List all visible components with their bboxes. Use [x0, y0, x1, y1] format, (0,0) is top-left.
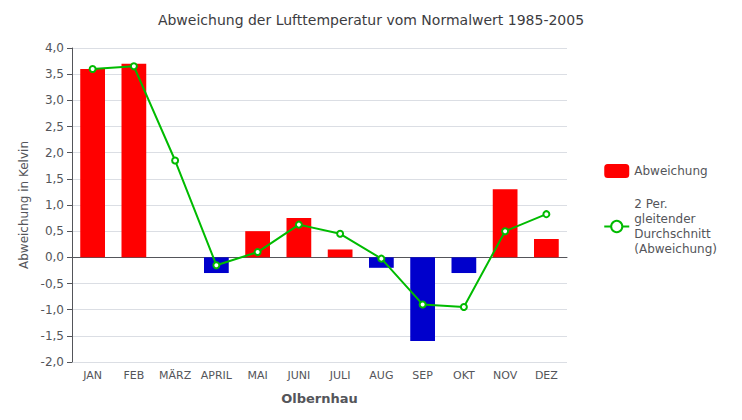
svg-text:JULI: JULI — [329, 369, 351, 382]
svg-text:2,5: 2,5 — [45, 120, 64, 134]
svg-text:OKT: OKT — [453, 369, 475, 382]
svg-text:Olbernhau: Olbernhau — [281, 391, 358, 406]
svg-text:SEP: SEP — [412, 369, 433, 382]
svg-text:Abweichung: Abweichung — [634, 164, 707, 178]
svg-text:Abweichung in Kelvin: Abweichung in Kelvin — [17, 141, 31, 269]
svg-text:NOV: NOV — [493, 369, 518, 382]
svg-text:0,0: 0,0 — [45, 250, 64, 264]
svg-text:gleitender: gleitender — [634, 212, 695, 226]
svg-text:-1,0: -1,0 — [41, 303, 64, 317]
svg-text:1,5: 1,5 — [45, 172, 64, 186]
svg-text:2,0: 2,0 — [45, 146, 64, 160]
svg-text:1,0: 1,0 — [45, 198, 64, 212]
svg-text:Durchschnitt: Durchschnitt — [634, 227, 711, 241]
svg-text:-2,0: -2,0 — [41, 355, 64, 369]
svg-text:3,5: 3,5 — [45, 67, 64, 81]
svg-text:-0,5: -0,5 — [41, 277, 64, 291]
svg-text:FEB: FEB — [123, 369, 144, 382]
svg-text:MAI: MAI — [247, 369, 267, 382]
svg-text:(Abweichung): (Abweichung) — [634, 242, 717, 256]
svg-text:Abweichung der Lufttemperatur: Abweichung der Lufttemperatur vom Normal… — [158, 12, 584, 28]
svg-text:4,0: 4,0 — [45, 41, 64, 55]
svg-text:JAN: JAN — [82, 369, 102, 382]
svg-text:2 Per.: 2 Per. — [634, 197, 667, 211]
svg-text:0,5: 0,5 — [45, 224, 64, 238]
svg-text:-1,5: -1,5 — [41, 329, 64, 343]
svg-text:JUNI: JUNI — [286, 369, 310, 382]
svg-text:AUG: AUG — [369, 369, 393, 382]
svg-text:3,0: 3,0 — [45, 93, 64, 107]
svg-text:DEZ: DEZ — [535, 369, 558, 382]
svg-text:MÄRZ: MÄRZ — [159, 369, 192, 382]
svg-text:APRIL: APRIL — [201, 369, 233, 382]
